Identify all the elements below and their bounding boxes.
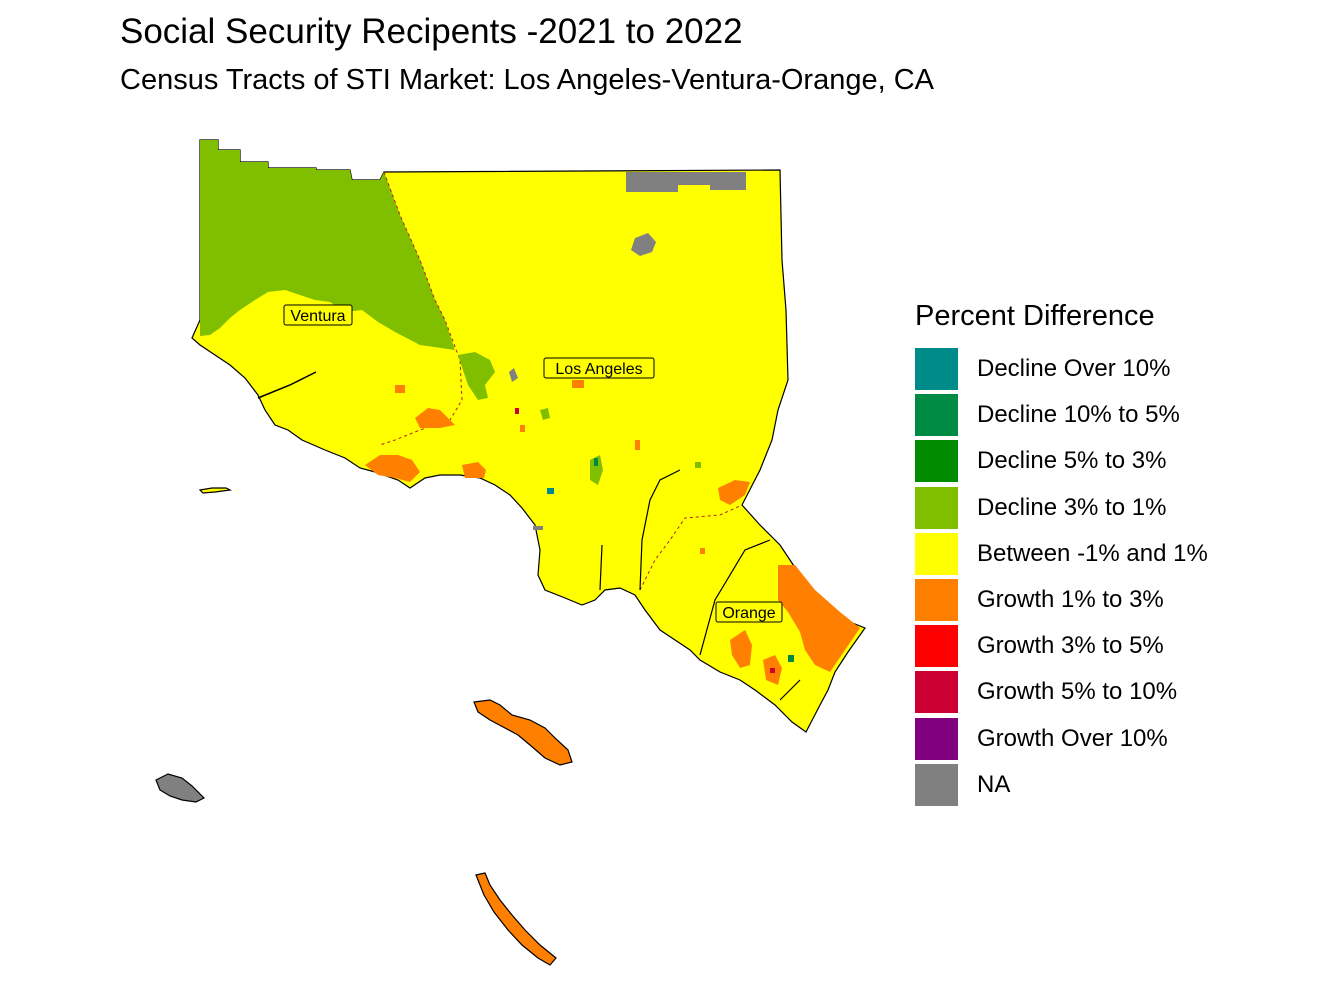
growth-area (778, 565, 860, 672)
growth-area (365, 455, 420, 482)
decline-area (594, 458, 598, 466)
legend-item: Decline Over 10% (915, 346, 1208, 392)
legend-swatch (915, 532, 958, 575)
river-line (779, 679, 801, 701)
map-legend: Percent Difference Decline Over 10% Decli… (915, 298, 1208, 808)
legend-label: Decline 3% to 1% (977, 493, 1167, 521)
na-area (631, 233, 656, 256)
svg-text:Ventura: Ventura (290, 308, 345, 325)
county-label-orange: Orange (715, 601, 783, 623)
decline-high-area (547, 488, 554, 494)
growth-area (635, 440, 640, 450)
river-line (257, 371, 317, 399)
svg-text:Orange: Orange (722, 605, 775, 622)
na-area (509, 368, 518, 382)
island-san-nicolas (155, 773, 206, 803)
legend-label: Between -1% and 1% (977, 539, 1208, 567)
map-subtitle: Census Tracts of STI Market: Los Angeles… (120, 64, 934, 96)
legend-label: Growth 3% to 5% (977, 632, 1164, 660)
island-anacapa (198, 487, 233, 494)
na-area (533, 526, 543, 530)
legend-label: Decline 5% to 3% (977, 447, 1167, 475)
growth-area (730, 630, 752, 668)
island-san-clemente (475, 872, 557, 966)
island-santa-catalina (473, 699, 573, 766)
legend-title: Percent Difference (915, 300, 1155, 332)
legend-swatch (915, 486, 958, 529)
growth-area (520, 425, 525, 432)
na-area (626, 172, 746, 192)
green-patch (458, 352, 495, 400)
decline-area (788, 655, 794, 662)
legend-item: Decline 10% to 5% (915, 392, 1208, 438)
svg-text:Los Angeles: Los Angeles (555, 361, 642, 378)
legend-label: NA (977, 770, 1011, 798)
legend-label: Growth 1% to 3% (977, 586, 1164, 614)
river-line (699, 539, 771, 656)
growth-area (395, 385, 405, 393)
legend-item: Decline 5% to 3% (915, 438, 1208, 484)
legend-item: Growth 3% to 5% (915, 623, 1208, 669)
county-label-ventura: Ventura (283, 304, 353, 326)
growth-area (718, 480, 750, 505)
legend-swatch (915, 348, 958, 391)
river-line (639, 469, 681, 591)
growth-high-area (515, 408, 519, 414)
legend-label: Decline 10% to 5% (977, 401, 1180, 429)
growth-area (700, 548, 705, 554)
county-label-los-angeles: Los Angeles (543, 357, 655, 379)
legend-label: Growth 5% to 10% (977, 678, 1178, 706)
legend-label: Decline Over 10% (977, 355, 1171, 383)
legend-label: Growth Over 10% (977, 724, 1168, 752)
legend-item: Decline 3% to 1% (915, 485, 1208, 531)
legend-item: Growth 5% to 10% (915, 669, 1208, 715)
legend-item: Between -1% and 1% (915, 531, 1208, 577)
legend-swatch (915, 579, 958, 622)
legend-swatch (915, 671, 958, 714)
legend-swatch (915, 625, 958, 668)
legend-item: NA (915, 762, 1208, 808)
map-title: Social Security Recipents -2021 to 2022 (120, 12, 743, 51)
ventura-north-region (200, 140, 455, 350)
growth-area (462, 462, 486, 478)
legend-item: Growth Over 10% (915, 716, 1208, 762)
growth-high-area (770, 668, 775, 673)
legend-swatch (915, 440, 958, 483)
green-patch (590, 455, 603, 485)
legend-swatch (915, 717, 958, 760)
growth-area (415, 408, 455, 428)
growth-area (572, 380, 584, 388)
legend-swatch (915, 394, 958, 437)
ventura-la-border (379, 171, 463, 446)
river-line (599, 544, 603, 591)
green-patch (695, 462, 701, 468)
legend-item: Growth 1% to 3% (915, 577, 1208, 623)
green-patch (540, 408, 550, 420)
legend-swatch (915, 763, 958, 806)
